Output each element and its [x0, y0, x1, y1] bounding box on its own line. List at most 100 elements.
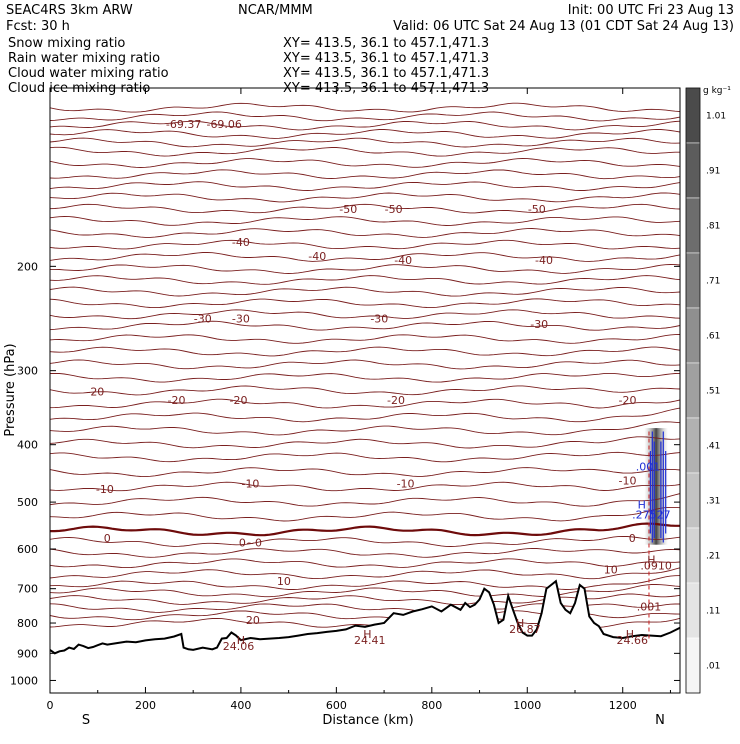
contour-label: H [237, 634, 245, 647]
contour-label: -69.37 [166, 118, 201, 131]
freezing-isotherm [50, 522, 680, 537]
field-xy-rain: XY= 413.5, 36.1 to 457.1,471.3 [283, 51, 489, 66]
field-label-cloud-water: Cloud water mixing ratio [8, 66, 169, 81]
header-title: SEAC4RS 3km ARW [6, 3, 133, 18]
isotherm-line [50, 334, 680, 344]
contour-label: -30 [232, 313, 250, 326]
field-label-snow: Snow mixing ratio [8, 36, 125, 51]
isotherm-line [50, 493, 680, 507]
contour-label: -69.06 [206, 118, 241, 131]
cloud-ice-shading [644, 428, 669, 545]
colorbar-label: .81 [706, 222, 720, 232]
isotherm-line [50, 137, 680, 148]
colorbar-frame [685, 87, 701, 694]
contour-label: -30 [370, 313, 388, 326]
colorbar-segment [685, 197, 701, 254]
contour-label: -10 [619, 475, 637, 488]
plot-area: -69.37 -69.06 -50 -50 -50 -40 -40 -40 -40 -30 -30 -… [10, 87, 681, 712]
contour-label: .0910 [640, 560, 672, 573]
end-label-south: S [82, 713, 90, 728]
colorbar-segment [685, 252, 701, 309]
cloud-water-contour [653, 441, 662, 539]
contour-label: 26.87 [509, 623, 541, 636]
isotherm-line [50, 102, 680, 113]
isotherm-line [50, 158, 680, 168]
isotherm-line [50, 398, 680, 409]
contour-label: 24.66 [617, 634, 649, 647]
terrain-fill [50, 581, 680, 693]
contour-label: -20 [86, 385, 104, 398]
y-tick-label: 500 [17, 496, 38, 509]
isotherm-line [50, 111, 680, 122]
isotherm-line [50, 421, 680, 436]
contour-label: H [647, 554, 655, 567]
x-tick-label: 1200 [609, 699, 637, 712]
field-xy-snow: XY= 413.5, 36.1 to 457.1,471.3 [283, 36, 489, 51]
cloud-water-label: .27527 [632, 509, 671, 522]
cloud-water-contour [651, 431, 664, 543]
colorbar-label: .11 [706, 607, 720, 617]
contour-label: -50 [385, 203, 403, 216]
y-tick-label: 600 [17, 543, 38, 556]
contour-label: -40 [308, 250, 326, 263]
x-tick-label: 600 [326, 699, 347, 712]
cloud-water-label: .001 [636, 460, 661, 473]
contour-label: -30 [194, 313, 212, 326]
colorbar-segment [685, 417, 701, 474]
isotherm-line [50, 436, 680, 449]
x-tick-label: 800 [421, 699, 442, 712]
colorbar-label: .91 [706, 167, 720, 177]
contour-label: .001 [637, 600, 662, 613]
colorbar-segment [685, 87, 701, 144]
contour-label: 24.41 [354, 634, 386, 647]
isotherm-line [50, 535, 680, 547]
colorbar-label: .41 [706, 442, 720, 452]
colorbar-label: .51 [706, 387, 720, 397]
field-label-rain: Rain water mixing ratio [8, 51, 160, 66]
colorbar-label: .31 [706, 497, 720, 507]
contour-label: -10 [96, 483, 114, 496]
isotherm-line [50, 372, 680, 383]
x-axis-title: Distance (km) [322, 713, 413, 728]
isotherm-line [50, 286, 680, 297]
contour-label: -30 [530, 318, 548, 331]
isotherm-line [50, 169, 680, 180]
isotherm-line [50, 575, 680, 590]
isotherm-line [50, 275, 680, 285]
colorbar-label: .61 [706, 332, 720, 342]
isotherm-line [50, 216, 680, 226]
contour-label: 10 [604, 564, 618, 577]
contour-label: -10 [241, 477, 259, 490]
isotherm-line [50, 120, 680, 131]
contour-label: H [516, 617, 524, 630]
field-xy-cloud-water: XY= 413.5, 36.1 to 457.1,471.3 [283, 66, 489, 81]
x-tick-label: 0 [47, 699, 54, 712]
y-tick-label: 400 [17, 439, 38, 452]
cloud-water-label: H [638, 499, 646, 512]
colorbar-unit: g kg⁻¹ [703, 86, 731, 96]
isotherm-line [50, 359, 680, 370]
header-init: Init: 00 UTC Fri 23 Aug 13 [568, 3, 734, 18]
cloud-water-contour [649, 451, 667, 534]
isotherm-line [50, 506, 680, 522]
header-valid: Valid: 06 UTC Sat 24 Aug 13 (01 CDT Sat … [393, 19, 734, 34]
contour-label: 0 [104, 532, 111, 545]
contour-label: -20 [230, 394, 248, 407]
contour-label: 0 [629, 532, 636, 545]
colorbar-segment [685, 527, 701, 584]
isotherm-line [50, 239, 680, 250]
isotherm-line [50, 146, 680, 157]
y-axis-title: Pressure (hPa) [3, 343, 18, 436]
colorbar-segment [685, 582, 701, 639]
contour-label: 0~0 [239, 536, 262, 549]
contour-label: 20 [246, 614, 260, 627]
contour-label: -40 [394, 254, 412, 267]
isotherm-line [50, 320, 680, 331]
isotherm-line [50, 451, 680, 463]
isotherm-line [50, 385, 680, 396]
contour-label: -50 [339, 203, 357, 216]
y-tick-label: 300 [17, 365, 38, 378]
plot-frame [49, 87, 681, 694]
